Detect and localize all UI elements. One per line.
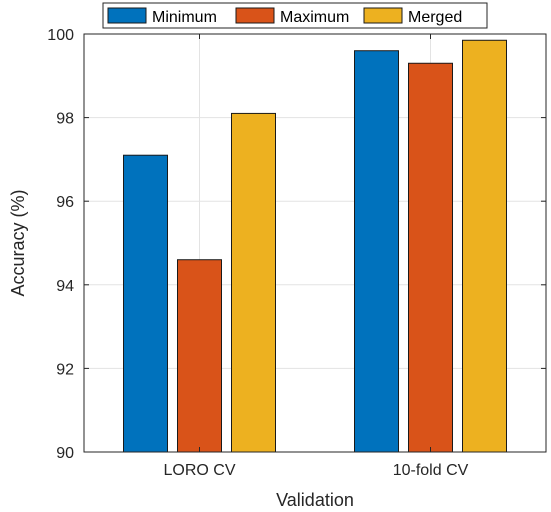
bar-maximum-loro-cv — [177, 259, 222, 453]
y-tick-label: 96 — [56, 194, 74, 211]
legend-swatch-minimum — [107, 7, 147, 24]
legend-label-merged: Merged — [408, 9, 462, 26]
y-axis-ticks: 90 92 94 96 98 100 — [47, 27, 546, 462]
legend-box — [102, 2, 488, 29]
legend-swatch-maximum — [235, 7, 275, 24]
y-tick-label: 90 — [56, 445, 74, 462]
y-tick-label: 98 — [56, 111, 74, 128]
y-tick-label: 92 — [56, 361, 74, 378]
legend-swatch-merged — [363, 7, 403, 24]
y-axis-label: Accuracy (%) — [8, 189, 28, 296]
x-tick-label: 10-fold CV — [393, 462, 469, 479]
x-axis-label: Validation — [276, 490, 354, 510]
legend-label-minimum: Minimum — [152, 9, 217, 26]
plot-area-frame — [83, 33, 547, 453]
bars — [123, 39, 507, 453]
bar-merged-loro-cv — [231, 112, 276, 453]
bar-minimum-loro-cv — [123, 154, 168, 453]
x-axis-ticks: LORO CV 10-fold CV — [163, 34, 469, 479]
y-tick-label: 94 — [56, 278, 74, 295]
x-tick-label: LORO CV — [163, 462, 235, 479]
legend: Minimum Maximum Merged — [102, 2, 488, 29]
bar-maximum-10-fold-cv — [408, 62, 453, 453]
bar-merged-10-fold-cv — [462, 39, 507, 453]
legend-label-maximum: Maximum — [280, 9, 349, 26]
bar-minimum-10-fold-cv — [354, 50, 399, 453]
y-tick-label: 100 — [47, 27, 74, 44]
